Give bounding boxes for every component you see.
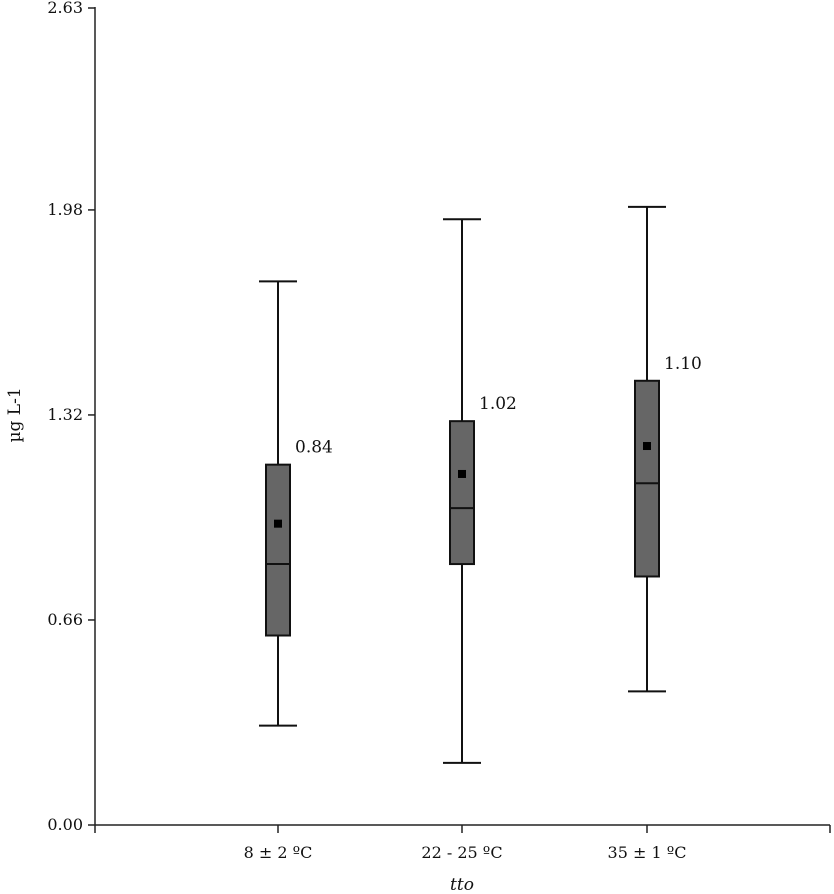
x-axis-title: tto: [450, 875, 474, 894]
y-tick-label: 2.63: [47, 0, 83, 17]
box-group: 1.02: [443, 218, 517, 764]
mean-marker: [458, 469, 466, 478]
iqr-box: [449, 420, 475, 566]
y-tick-label: 1.98: [47, 200, 83, 219]
box-group: 0.84: [259, 280, 333, 727]
mean-marker: [643, 442, 651, 451]
median-annotation: 0.84: [295, 438, 333, 458]
y-tick-label: 0.66: [47, 610, 83, 629]
mean-marker: [274, 519, 282, 528]
iqr-box: [265, 463, 291, 637]
median-annotation: 1.02: [479, 394, 517, 414]
x-ticks: 8 ± 2 ºC 22 - 25 ºC 35 ± 1 ºC: [94, 825, 831, 862]
x-tick-label: 8 ± 2 ºC: [244, 843, 313, 862]
median-annotation: 1.10: [664, 354, 702, 374]
y-tick-label: 0.00: [47, 815, 83, 834]
y-axis-title: µg L-1: [5, 387, 25, 442]
y-tick-label: 1.32: [47, 405, 83, 424]
x-tick-label: 35 ± 1 ºC: [608, 843, 687, 862]
iqr-box: [634, 379, 660, 578]
boxes: 0.84 1.02 1.10: [259, 205, 702, 764]
y-ticks: 0.00 0.66 1.32 1.98 2.63: [47, 0, 95, 834]
box-group: 1.10: [628, 205, 702, 693]
x-tick-label: 22 - 25 ºC: [421, 843, 502, 862]
